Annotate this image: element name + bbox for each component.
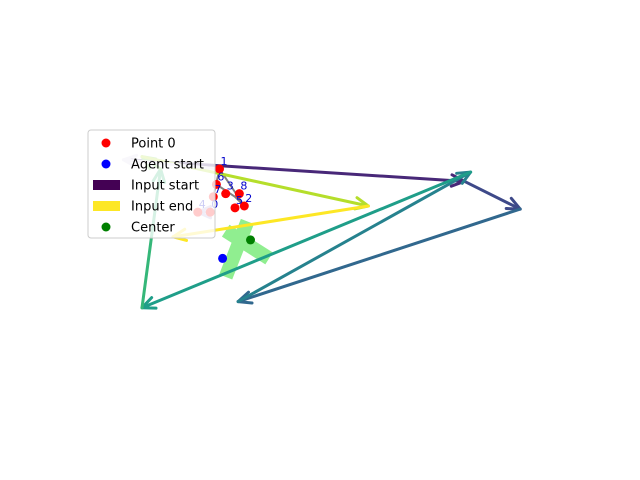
arrow-shaft [236, 207, 522, 304]
point-5 [230, 203, 240, 213]
point-label-8: 8 [240, 180, 247, 193]
arrow-shaft [462, 179, 522, 211]
legend-entry-1: Agent start [101, 158, 204, 173]
legend-entry-0: Point 0 [101, 137, 176, 152]
shape-layer [219, 218, 273, 280]
point-label-7: 7 [214, 183, 221, 196]
point-label-3: 3 [227, 180, 234, 193]
center-marker [246, 235, 255, 245]
point-3 [221, 189, 231, 199]
shape-stroke-0 [219, 218, 254, 280]
legend-entry-3: Input end [93, 200, 193, 215]
legend-label: Center [131, 221, 175, 236]
legend-label: Input end [131, 200, 193, 215]
agent-start-marker [218, 253, 228, 263]
legend-swatch [93, 180, 120, 190]
legend-entry-2: Input start [93, 179, 199, 194]
point-label-6: 6 [217, 170, 224, 183]
legend-marker [101, 222, 111, 232]
point-8 [234, 189, 244, 199]
legend-label: Agent start [131, 158, 204, 173]
legend: Point 0 Agent start Input start Input end Ce… [87, 129, 216, 239]
legend-entry-4: Center [101, 221, 175, 236]
legend-marker [101, 138, 111, 148]
legend-label: Input start [131, 179, 199, 194]
legend-swatch [93, 201, 120, 211]
legend-label: Point 0 [131, 137, 176, 152]
arrow-shaft [236, 170, 473, 304]
legend-marker [101, 159, 111, 169]
arrow-2 [462, 179, 522, 211]
point-1 [215, 164, 224, 174]
point-label-5: 5 [236, 194, 243, 207]
point-label-1: 1 [221, 155, 228, 168]
arrow-shaft [140, 170, 473, 310]
point-label-2: 2 [245, 192, 252, 205]
point-2 [239, 201, 249, 211]
shape-stroke-1 [221, 224, 273, 265]
